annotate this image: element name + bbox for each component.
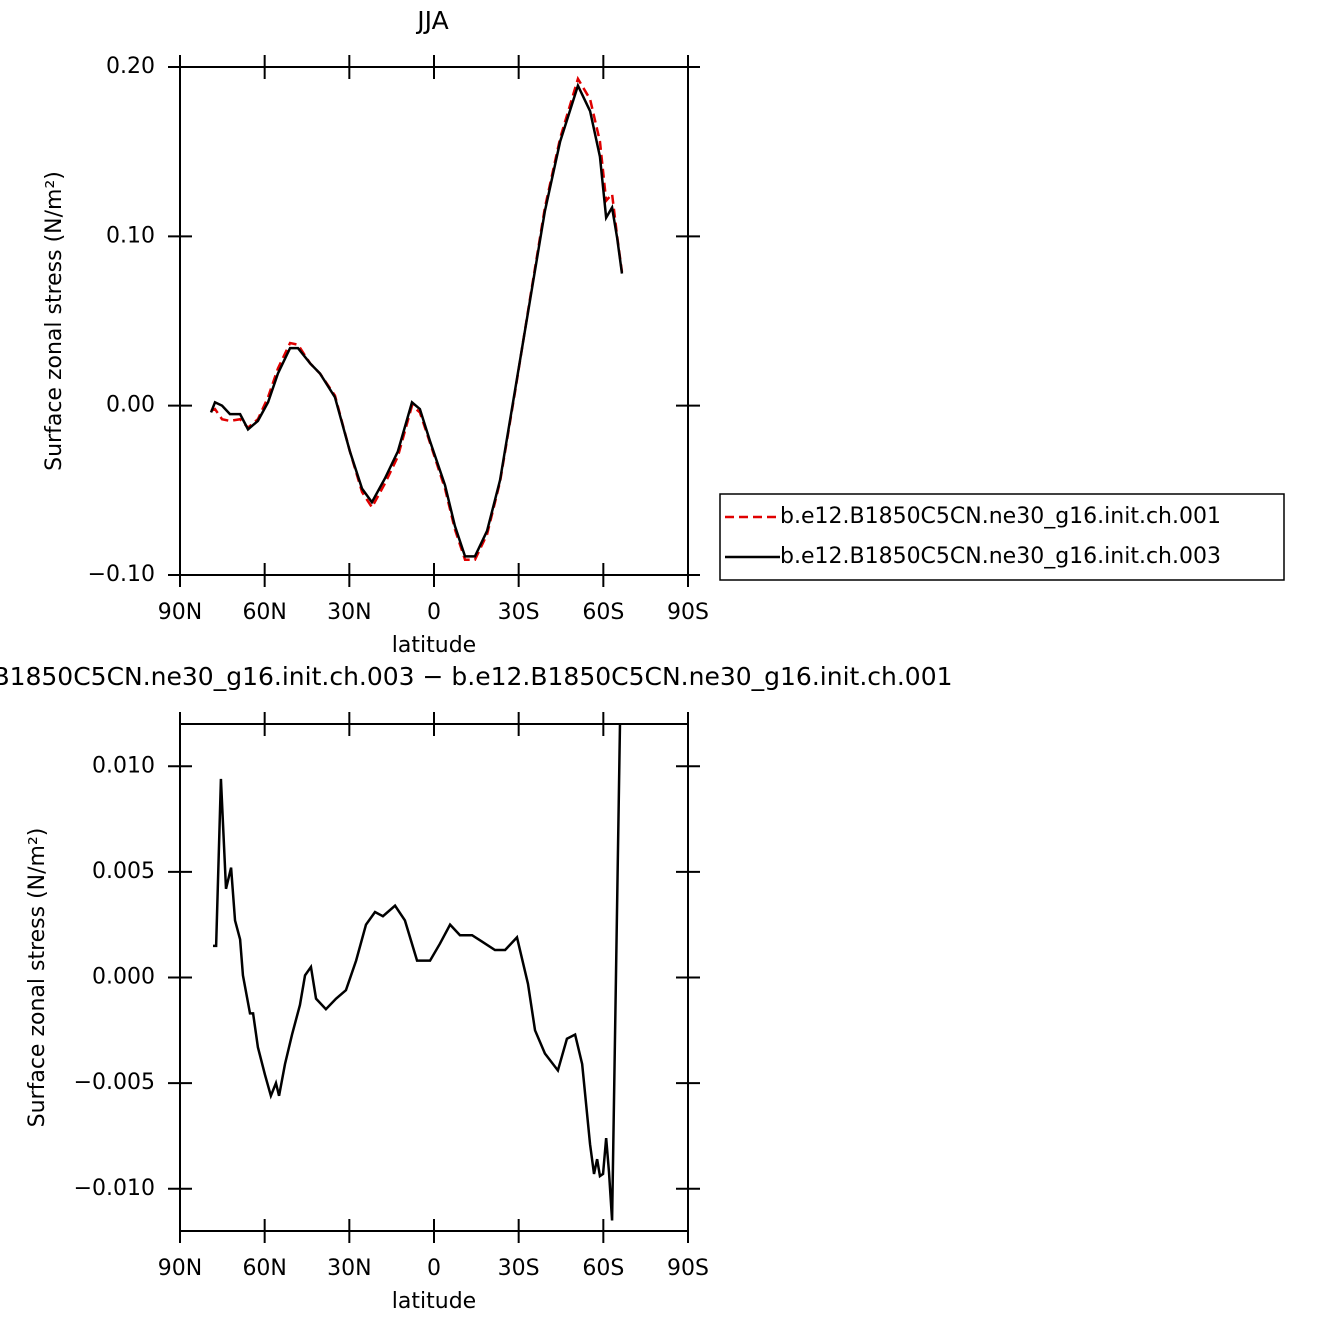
- chart-title: b.e12.B1850C5CN.ne30_g16.init.ch.003 − b…: [0, 662, 953, 691]
- x-tick-label: 90N: [158, 600, 202, 625]
- y-tick-label: 0.00: [106, 393, 155, 418]
- x-tick-label: 60S: [582, 600, 624, 625]
- y-tick-label: 0.10: [106, 223, 155, 248]
- y-tick-label: 0.20: [106, 54, 155, 79]
- y-tick-label: 0.010: [92, 753, 155, 778]
- y-tick-label: −0.010: [74, 1176, 155, 1201]
- y-tick-label: −0.005: [74, 1070, 155, 1095]
- x-tick-label: 0: [427, 1256, 441, 1281]
- x-axis-label: latitude: [392, 1289, 476, 1314]
- y-tick-label: 0.005: [92, 859, 155, 884]
- legend-label: b.e12.B1850C5CN.ne30_g16.init.ch.001: [780, 504, 1221, 529]
- x-tick-label: 0: [427, 600, 441, 625]
- x-tick-label: 60S: [582, 1256, 624, 1281]
- series-line: [210, 75, 624, 562]
- plot-frame: [179, 66, 689, 576]
- series-line: [209, 82, 624, 558]
- plot-frame: [179, 723, 689, 1232]
- x-tick-label: 30N: [327, 1256, 371, 1281]
- x-tick-label: 90N: [158, 1256, 202, 1281]
- x-tick-label: 90S: [667, 600, 709, 625]
- x-tick-label: 90S: [667, 1256, 709, 1281]
- x-tick-label: 60N: [242, 600, 286, 625]
- series-line: [213, 724, 622, 1221]
- legend-box: [719, 493, 1285, 581]
- x-tick-label: 30S: [498, 1256, 540, 1281]
- chart: JJA latitude Surface zonal stress (N/m²) 90…: [42, 6, 1285, 658]
- legend-label: b.e12.B1850C5CN.ne30_g16.init.ch.003: [780, 544, 1221, 569]
- y-axis-label: Surface zonal stress (N/m²): [25, 828, 50, 1128]
- y-tick-label: −0.10: [88, 562, 155, 587]
- chart-title: JJA: [415, 6, 448, 35]
- y-axis-label: Surface zonal stress (N/m²): [42, 171, 67, 471]
- y-tick-label: 0.000: [92, 965, 155, 990]
- x-tick-label: 60N: [242, 1256, 286, 1281]
- x-tick-label: 30N: [327, 600, 371, 625]
- x-tick-label: 30S: [498, 600, 540, 625]
- x-axis-label: latitude: [392, 633, 476, 658]
- chart: b.e12.B1850C5CN.ne30_g16.init.ch.003 − b…: [0, 662, 953, 1314]
